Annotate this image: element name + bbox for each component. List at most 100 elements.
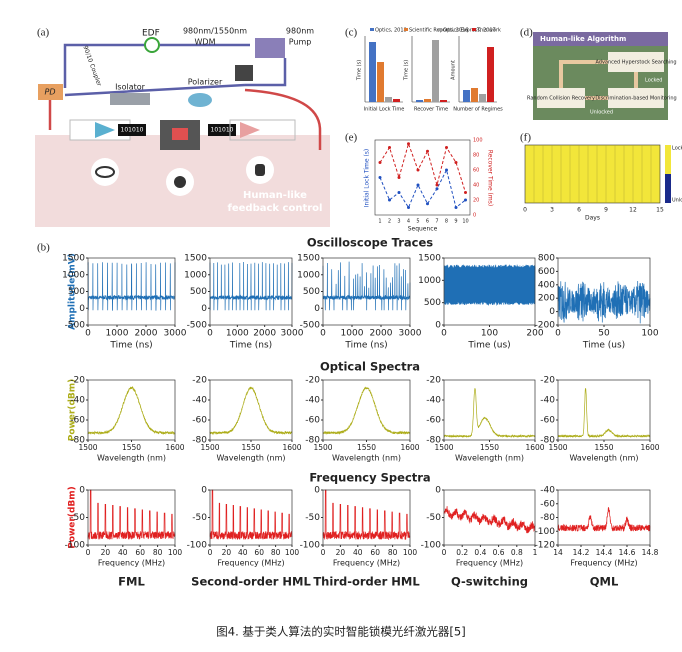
x-axis-label: Wavelength (nm) (569, 454, 638, 463)
y-tick-label: 1000 (62, 270, 85, 280)
x-tick-label: 80 (271, 548, 281, 557)
y-tick-label: -80 (540, 436, 555, 446)
x-tick-label: 40 (118, 548, 128, 557)
x-tick-label: 9 (454, 219, 457, 225)
x-tick-label: 80 (153, 548, 163, 557)
bar (479, 94, 486, 102)
y-tick-label: -50 (305, 513, 320, 523)
label: Unlocked (590, 110, 613, 116)
x-axis-label: Frequency (MHz) (98, 559, 165, 568)
x-axis-label: Frequency (MHz) (333, 559, 400, 568)
y-tick-label: -100 (65, 541, 86, 551)
y-tick-label: 0 (435, 486, 441, 496)
y-axis-label: Power(dBm) (68, 379, 78, 442)
y-tick-label: -60 (305, 416, 320, 426)
legend-swatch (404, 28, 408, 31)
x-axis-label: Time (ns) (229, 341, 272, 351)
trace (209, 261, 293, 311)
y-tick-label: -50 (70, 513, 85, 523)
label: 980nm/1550nm (183, 27, 247, 36)
x-tick-label: 20 (101, 548, 111, 557)
x-tick-label: 10 (462, 219, 468, 225)
row-title: Frequency Spectra (309, 471, 430, 485)
column-label: Q-switching (451, 575, 528, 589)
x-tick-label: 20 (336, 548, 346, 557)
y-tick-label: 500 (190, 287, 207, 297)
eye-icon (91, 158, 119, 186)
x-tick-label: 0 (320, 329, 326, 339)
y-tick-label: -80 (540, 513, 555, 523)
x-tick-label: 100 (403, 548, 418, 557)
label: feedback control (228, 203, 323, 214)
y-tick-label: -80 (305, 436, 320, 446)
plot-frame (443, 379, 536, 441)
y-tick-label: -60 (192, 416, 207, 426)
y-axis-label: Power(dBm) (68, 486, 78, 549)
y2-tick-label: 40 (473, 183, 479, 189)
y-tick-label: -200 (535, 321, 556, 331)
box-label: Advanced Hyperstock Searching (595, 60, 676, 66)
y-tick-label: 200 (538, 294, 555, 304)
bar (385, 97, 392, 102)
axis-label: Sequence (408, 226, 438, 233)
y-tick-label: 400 (538, 280, 555, 290)
y-tick-label: 0 (435, 321, 441, 331)
x-tick-label: 6 (426, 219, 429, 225)
trace (443, 264, 536, 306)
label: 90/10 Coupler (81, 45, 102, 88)
y-tick-label: -20 (70, 376, 85, 386)
y-tick-label: 1000 (418, 276, 441, 286)
x-tick-label: 6 (577, 207, 581, 214)
x-tick-label: 1550 (122, 443, 141, 452)
y2-tick-label: 60 (473, 168, 479, 174)
point (426, 149, 429, 153)
x-tick-label: 3000 (399, 329, 422, 339)
x-tick-label: 1600 (525, 443, 544, 452)
y-tick-label: -40 (70, 396, 85, 406)
y-tick-label: -100 (187, 541, 208, 551)
chip-core (172, 128, 188, 140)
x-tick-label: 1 (378, 219, 381, 225)
point (445, 146, 448, 149)
x-tick-label: 60 (370, 548, 380, 557)
x-axis-label: Frequency (MHz) (217, 559, 284, 568)
x-tick-label: 60 (254, 548, 264, 557)
x-tick-label: 1550 (480, 443, 499, 452)
point (378, 161, 382, 164)
box-label: Discrimination-based Monitoring (595, 96, 676, 102)
plot-frame (374, 139, 471, 216)
pump-box (255, 38, 285, 58)
point (426, 202, 429, 206)
y-tick-label: -500 (187, 321, 208, 331)
x-tick-label: 0 (208, 548, 213, 557)
panel-label: (e) (345, 132, 358, 144)
x-tick-label: 1550 (594, 443, 613, 452)
x-tick-label: 0.4 (474, 548, 486, 557)
point (388, 146, 391, 149)
trace (209, 386, 293, 436)
eye-icon (95, 166, 115, 178)
y-tick-label: -100 (300, 541, 321, 551)
legend-label: Optics, 2018 (375, 28, 407, 34)
colorbar (665, 174, 671, 203)
x-tick-label: 1600 (165, 443, 184, 452)
y-tick-label: -60 (426, 416, 441, 426)
y-tick-label: -80 (70, 436, 85, 446)
x-tick-label: 0.8 (511, 548, 523, 557)
x-tick-label: 1550 (241, 443, 260, 452)
x-tick-label: 14 (553, 548, 563, 557)
x-tick-label: 0 (442, 548, 447, 557)
y-tick-label: 0 (549, 307, 555, 317)
bar (393, 99, 400, 102)
label: EDF (142, 29, 160, 39)
column-label: Second-order HML (191, 575, 311, 589)
y-tick-label: 500 (424, 298, 441, 308)
x-tick-label: 1600 (282, 443, 301, 452)
y-tick-label: 0 (201, 486, 207, 496)
algorithm-box (608, 88, 664, 108)
signal-box (229, 119, 296, 141)
x-tick-label: 1500 (200, 443, 219, 452)
point (454, 161, 458, 164)
bit-box (208, 124, 236, 136)
point (435, 183, 439, 187)
